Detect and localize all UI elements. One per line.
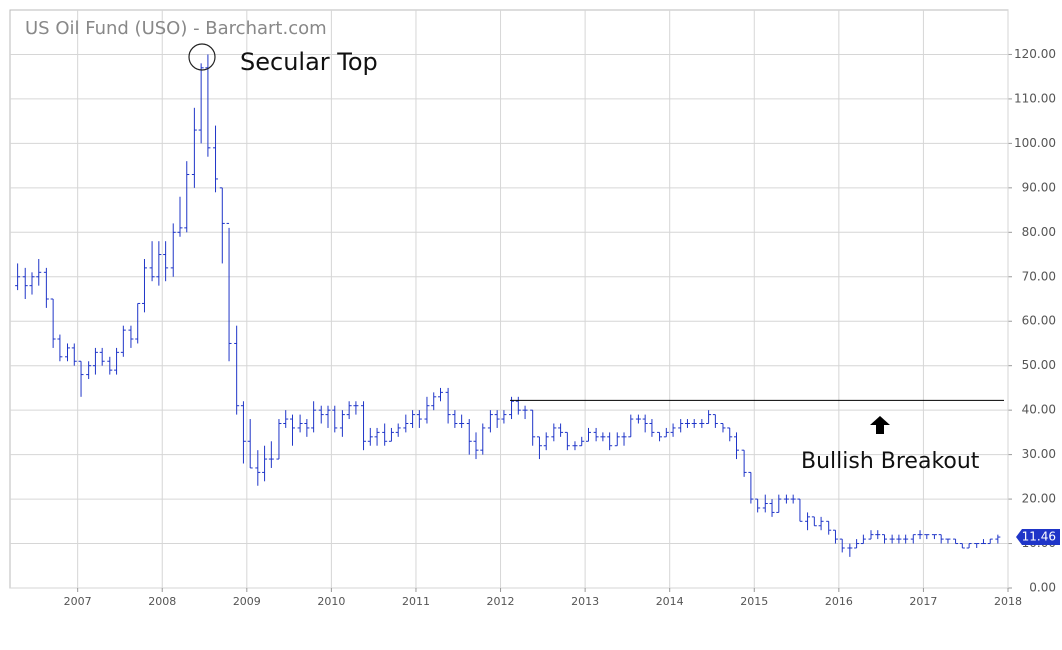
y-tick-label: 0.00 [1029,581,1056,595]
x-tick-label: 2008 [148,595,176,608]
annotation: Bullish Breakout [801,449,980,474]
last-price-tag [1016,529,1060,546]
x-tick-label: 2017 [909,595,937,608]
y-tick-label: 80.00 [1022,225,1056,239]
x-tick-label: 2016 [825,595,853,608]
y-tick-label: 90.00 [1022,180,1056,194]
y-tick-label: 40.00 [1022,403,1056,417]
annotation: Secular Top [240,48,378,76]
x-tick-label: 2014 [656,595,684,608]
x-tick-label: 2009 [233,595,261,608]
chart-title: US Oil Fund (USO) - Barchart.com [25,18,327,39]
x-tick-label: 2013 [571,595,599,608]
arrow-up [870,416,890,434]
x-tick-label: 2011 [402,595,430,608]
x-tick-label: 2018 [994,595,1022,608]
x-tick-label: 2010 [317,595,345,608]
ohlc-bars [15,54,1001,557]
top-circle [188,43,216,71]
y-tick-label: 100.00 [1014,136,1056,150]
y-tick-label: 30.00 [1022,447,1056,461]
x-tick-label: 2012 [487,595,515,608]
y-tick-label: 50.00 [1022,358,1056,372]
y-tick-label: 70.00 [1022,269,1056,283]
plot-area [9,9,1009,589]
x-tick-label: 2015 [740,595,768,608]
grid [10,10,1012,592]
y-tick-label: 120.00 [1014,47,1056,61]
y-tick-label: 20.00 [1022,492,1056,506]
y-tick-label: 60.00 [1022,314,1056,328]
last-price-label: 11.46 [1022,530,1056,544]
x-tick-label: 2007 [64,595,92,608]
y-tick-label: 110.00 [1014,91,1056,105]
